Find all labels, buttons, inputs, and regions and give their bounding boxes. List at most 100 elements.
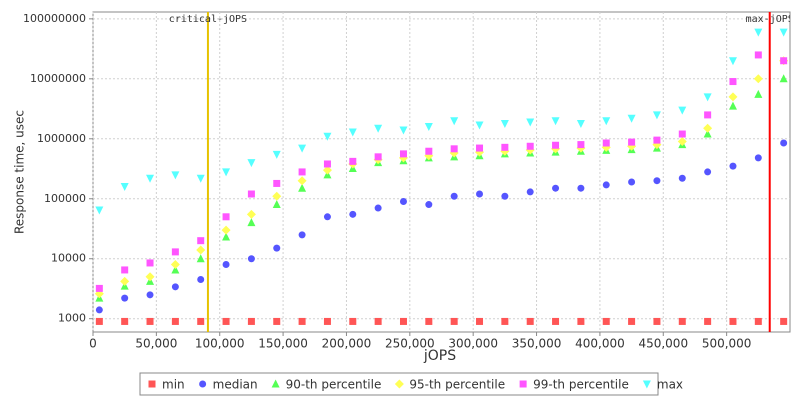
point [247, 159, 256, 168]
legend-marker [148, 380, 156, 388]
point [526, 317, 534, 325]
point [95, 317, 103, 325]
point [476, 190, 484, 198]
legend-label: max [657, 378, 683, 392]
x-tick-label: 400,000 [575, 337, 625, 351]
point [576, 119, 585, 128]
point [678, 106, 687, 115]
point [323, 132, 332, 141]
point [171, 317, 179, 325]
x-tick-label: 150,000 [258, 337, 308, 351]
point [602, 139, 610, 147]
point [196, 254, 205, 263]
point [298, 317, 306, 325]
legend-marker [199, 380, 207, 388]
point [628, 317, 636, 325]
point [677, 137, 687, 147]
point [754, 317, 762, 325]
point [754, 51, 762, 59]
point [349, 210, 357, 218]
point [247, 218, 256, 227]
point [221, 225, 231, 235]
point [272, 150, 281, 159]
point [424, 123, 433, 132]
plot-layer: critical-jOPS max-jOPS [94, 12, 794, 332]
point [298, 144, 307, 153]
y-axis-label: Response time, usec [13, 110, 27, 234]
legend-marker [271, 379, 280, 388]
point [196, 174, 205, 183]
point [729, 78, 737, 86]
point [120, 183, 129, 192]
y-tick-label: 100000 [44, 192, 86, 205]
legend-label: 95-th percentile [409, 378, 505, 392]
point [146, 291, 154, 299]
point [323, 213, 331, 221]
x-tick-label: 500,000 [702, 337, 752, 351]
y-tick-label: 1000 [58, 312, 86, 325]
point [501, 317, 509, 325]
point [577, 317, 585, 325]
legend-marker [519, 380, 527, 388]
point [526, 142, 534, 150]
y-tick-label: 100000000 [23, 12, 86, 25]
point [703, 129, 712, 138]
point [551, 117, 560, 126]
point [450, 117, 459, 126]
point [95, 284, 103, 292]
point [450, 317, 458, 325]
point [247, 190, 255, 198]
point [526, 118, 535, 127]
point [399, 317, 407, 325]
point [348, 128, 357, 137]
point [526, 188, 534, 196]
legend-label: median [213, 378, 258, 392]
point [247, 317, 255, 325]
point [374, 124, 383, 133]
point [602, 317, 610, 325]
point [298, 183, 307, 192]
point [628, 178, 636, 186]
point [501, 192, 509, 200]
point [652, 111, 661, 120]
point [246, 209, 256, 219]
point [703, 123, 713, 133]
point [779, 28, 788, 37]
point [754, 28, 763, 37]
x-tick-label: 50,000 [135, 337, 177, 351]
point [374, 317, 382, 325]
y-tick-label: 10000 [51, 252, 86, 265]
point [145, 272, 155, 282]
point [349, 317, 357, 325]
point [323, 317, 331, 325]
point [298, 231, 306, 239]
point [222, 168, 231, 177]
point [754, 154, 762, 162]
point [349, 157, 357, 165]
point [196, 245, 206, 255]
point [399, 150, 407, 158]
x-tick-label: 450,000 [638, 337, 688, 351]
point [577, 184, 585, 192]
point [780, 317, 788, 325]
point [95, 206, 104, 215]
annotation-label: max-jOPS [746, 14, 794, 25]
point [628, 138, 636, 146]
plot-area [92, 11, 791, 333]
point [704, 317, 712, 325]
point [247, 255, 255, 263]
point [678, 317, 686, 325]
point [322, 165, 332, 175]
point [222, 232, 231, 241]
legend-label: min [162, 378, 185, 392]
point [476, 144, 484, 152]
point [728, 57, 737, 66]
legend-label: 90-th percentile [286, 378, 382, 392]
point [653, 136, 661, 144]
point [450, 192, 458, 200]
x-tick-label: 350,000 [512, 337, 562, 351]
point [753, 74, 763, 84]
point [678, 174, 686, 182]
point [779, 74, 788, 83]
